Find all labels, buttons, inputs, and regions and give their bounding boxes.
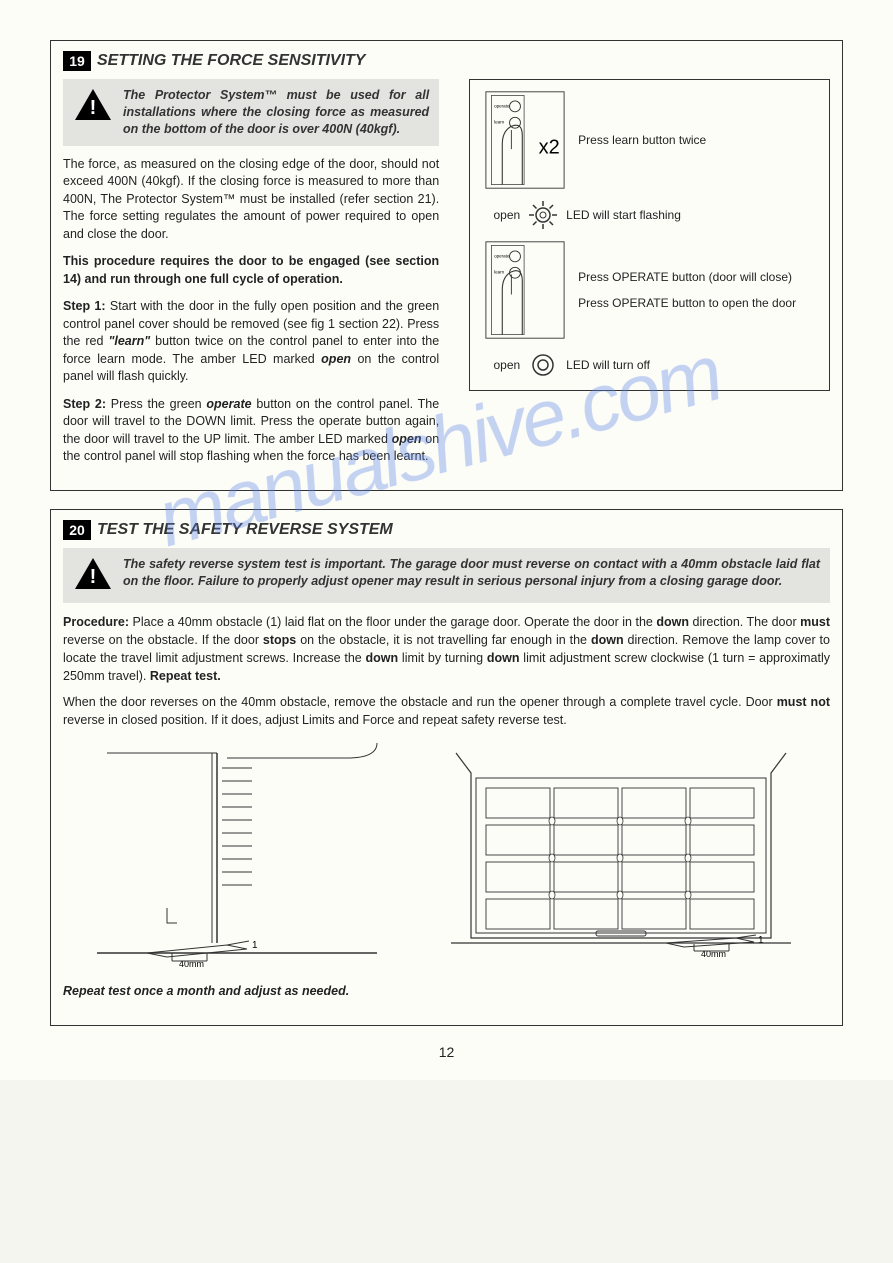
front-view-door-illustration: 1 40mm (436, 743, 806, 973)
step1-label: Step 1: (63, 299, 106, 313)
section-number-20: 20 (63, 520, 91, 540)
warning-icon: ! (73, 87, 113, 126)
step2-label: Step 2: (63, 397, 106, 411)
open-label-1: open (480, 208, 520, 222)
svg-text:1: 1 (758, 935, 764, 946)
section-20-header: 20 TEST THE SAFETY REVERSE SYSTEM (63, 520, 830, 540)
step2-text: Step 2: Press the green operate button o… (63, 396, 439, 466)
repeat-test-footer: Repeat test once a month and adjust as n… (63, 983, 830, 1001)
section-19: 19 SETTING THE FORCE SENSITIVITY ! The P… (50, 40, 843, 491)
para-force-intro: The force, as measured on the closing ed… (63, 156, 439, 244)
warning-text-20: The safety reverse system test is import… (123, 556, 820, 590)
page-number: 12 (50, 1044, 843, 1060)
warning-icon: ! (73, 556, 113, 595)
diagram-19: operate learn x2 Press learn button twic… (469, 79, 830, 391)
led-flashing-icon (528, 200, 558, 230)
svg-text:learn: learn (494, 120, 505, 125)
warning-box-19: ! The Protector System™ must be used for… (63, 79, 439, 146)
para-engage-requirement: This procedure requires the door to be e… (63, 253, 439, 288)
section-19-header: 19 SETTING THE FORCE SENSITIVITY (63, 51, 830, 71)
side-view-obstacle-illustration: 1 40mm (87, 743, 387, 973)
warning-text-19: The Protector System™ must be used for a… (123, 87, 429, 138)
svg-text:x2: x2 (539, 137, 560, 159)
illustrations-row: 1 40mm (63, 743, 830, 973)
svg-text:operate: operate (494, 103, 510, 108)
section-title-20: TEST THE SAFETY REVERSE SYSTEM (97, 521, 393, 539)
caption-led-flash: LED will start flashing (566, 207, 819, 223)
led-off-icon (528, 350, 558, 380)
section-20: 20 TEST THE SAFETY REVERSE SYSTEM ! The … (50, 509, 843, 1026)
manual-page: 19 SETTING THE FORCE SENSITIVITY ! The P… (0, 0, 893, 1080)
svg-text:!: ! (90, 566, 97, 588)
svg-text:1: 1 (252, 940, 258, 951)
panel-press-learn-illustration: operate learn x2 (480, 90, 570, 190)
open-label-2: open (480, 358, 520, 372)
caption-led-off: LED will turn off (566, 357, 819, 373)
svg-text:learn: learn (494, 270, 505, 275)
caption-press-operate-open: Press OPERATE button to open the door (578, 295, 819, 311)
svg-text:operate: operate (494, 253, 510, 258)
section-number-19: 19 (63, 51, 91, 71)
procedure-para1: Procedure: Place a 40mm obstacle (1) lai… (63, 613, 830, 686)
panel-press-operate-illustration: operate learn (480, 240, 570, 340)
caption-press-operate-close: Press OPERATE button (door will close) (578, 269, 819, 285)
section-title-19: SETTING THE FORCE SENSITIVITY (97, 52, 365, 70)
step1-text: Step 1: Start with the door in the fully… (63, 298, 439, 386)
caption-press-learn: Press learn button twice (578, 132, 819, 148)
warning-box-20: ! The safety reverse system test is impo… (63, 548, 830, 603)
procedure-para2: When the door reverses on the 40mm obsta… (63, 693, 830, 729)
svg-text:!: ! (90, 97, 97, 119)
